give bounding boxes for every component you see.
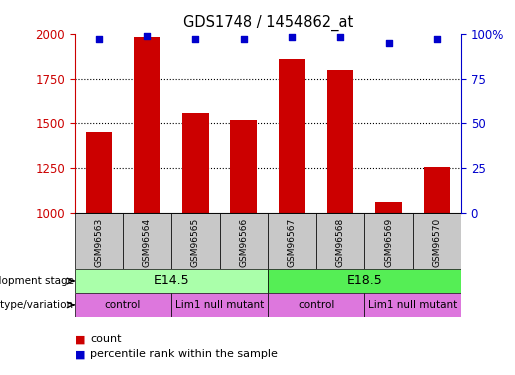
Text: count: count xyxy=(90,334,122,344)
Text: GSM96566: GSM96566 xyxy=(239,217,248,267)
Text: GSM96570: GSM96570 xyxy=(432,217,441,267)
Text: percentile rank within the sample: percentile rank within the sample xyxy=(90,350,278,359)
Bar xyxy=(75,269,268,293)
Bar xyxy=(230,120,257,213)
Text: GSM96567: GSM96567 xyxy=(287,217,297,267)
Bar xyxy=(365,293,461,317)
Point xyxy=(143,33,151,39)
Point xyxy=(433,36,441,42)
Point xyxy=(95,36,103,42)
Bar xyxy=(327,70,353,213)
Point xyxy=(384,40,392,46)
Bar xyxy=(375,202,402,213)
Bar xyxy=(134,38,160,213)
Bar xyxy=(123,213,171,269)
Text: GSM96569: GSM96569 xyxy=(384,217,393,267)
Bar xyxy=(85,132,112,213)
Bar xyxy=(279,59,305,213)
Bar xyxy=(268,293,365,317)
Bar xyxy=(316,213,365,269)
Bar xyxy=(413,213,461,269)
Text: control: control xyxy=(105,300,141,310)
Bar xyxy=(365,213,413,269)
Point xyxy=(288,34,296,40)
Bar xyxy=(219,213,268,269)
Point xyxy=(239,36,248,42)
Bar xyxy=(171,213,219,269)
Point xyxy=(191,36,199,42)
Text: ■: ■ xyxy=(75,334,89,344)
Bar xyxy=(75,293,171,317)
Point xyxy=(336,34,345,40)
Text: GSM96564: GSM96564 xyxy=(143,217,151,267)
Text: E18.5: E18.5 xyxy=(347,274,382,288)
Text: genotype/variation: genotype/variation xyxy=(0,300,74,310)
Text: Lim1 null mutant: Lim1 null mutant xyxy=(175,300,264,310)
Text: control: control xyxy=(298,300,334,310)
Text: Lim1 null mutant: Lim1 null mutant xyxy=(368,300,457,310)
Text: E14.5: E14.5 xyxy=(153,274,189,288)
Text: GSM96565: GSM96565 xyxy=(191,217,200,267)
Bar xyxy=(171,293,268,317)
Bar xyxy=(268,269,461,293)
Text: development stage: development stage xyxy=(0,276,74,286)
Bar xyxy=(75,213,123,269)
Text: ■: ■ xyxy=(75,350,89,359)
Bar xyxy=(423,166,450,213)
Text: GSM96568: GSM96568 xyxy=(336,217,345,267)
Bar xyxy=(182,113,209,213)
Text: GSM96563: GSM96563 xyxy=(94,217,104,267)
Title: GDS1748 / 1454862_at: GDS1748 / 1454862_at xyxy=(183,15,353,31)
Bar xyxy=(268,213,316,269)
